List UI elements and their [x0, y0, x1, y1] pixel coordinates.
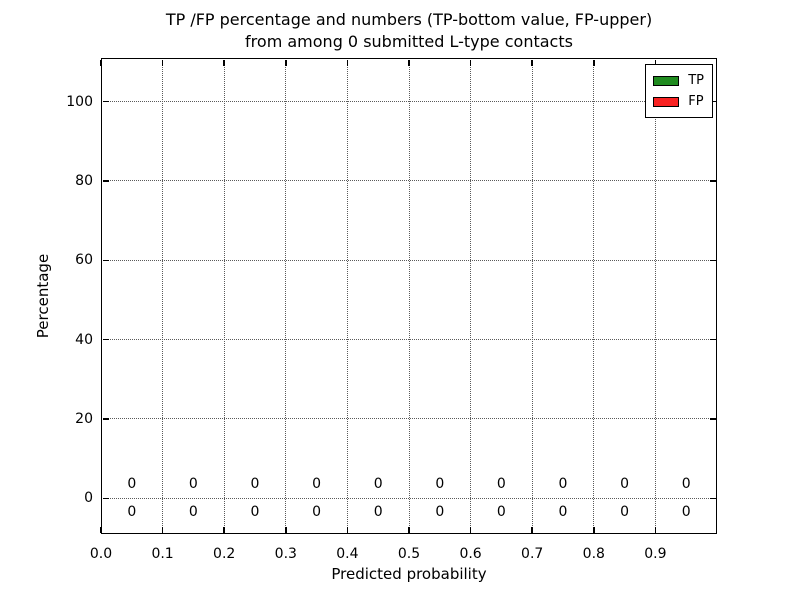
- y-tick-label: 20: [75, 410, 93, 427]
- y-tick-right: [709, 497, 716, 500]
- x-gridline: [223, 60, 225, 532]
- y-gridline: [103, 418, 715, 420]
- tp-count-label: 0: [681, 504, 691, 521]
- tp-count-label: 0: [435, 504, 445, 521]
- y-gridline: [103, 180, 715, 182]
- x-tick-top: [223, 59, 225, 66]
- x-tick-label: 0.2: [213, 546, 236, 562]
- y-tick-left: [102, 180, 109, 182]
- legend: TP FP: [645, 64, 713, 118]
- tp-count-label: 0: [312, 504, 322, 521]
- y-tick-left: [102, 259, 109, 262]
- x-tick-bottom: [593, 526, 595, 533]
- x-tick-bottom: [285, 526, 287, 533]
- y-tick-left: [102, 497, 109, 500]
- x-tick-top: [100, 59, 102, 66]
- fp-count-label: 0: [681, 476, 691, 493]
- fp-count-label: 0: [558, 476, 568, 493]
- x-tick-top: [469, 59, 472, 66]
- x-gridline: [285, 60, 287, 532]
- y-tick-label: 0: [84, 490, 93, 507]
- x-tick-bottom: [469, 526, 472, 533]
- x-gridline: [593, 60, 595, 532]
- y-gridline: [103, 101, 715, 103]
- y-tick-label: 80: [75, 172, 93, 189]
- x-tick-top: [161, 59, 164, 66]
- y-tick-label: 100: [66, 93, 93, 110]
- x-tick-label: 0.0: [89, 546, 113, 562]
- x-tick-bottom: [161, 526, 164, 533]
- fp-count-label: 0: [250, 476, 260, 493]
- chart-title-line-2: from among 0 submitted L-type contacts: [245, 32, 573, 51]
- x-axis-label: Predicted probability: [331, 565, 487, 583]
- y-tick-left: [102, 418, 109, 420]
- x-tick-bottom: [531, 526, 533, 533]
- x-tick-top: [408, 59, 410, 66]
- y-tick-right: [709, 338, 716, 341]
- x-tick-top: [531, 59, 533, 66]
- tp-count-label: 0: [250, 504, 260, 521]
- x-tick-label: 0.7: [521, 546, 544, 562]
- y-axis-label: Percentage: [34, 253, 52, 339]
- fp-count-label: 0: [312, 476, 322, 493]
- x-gridline: [470, 60, 472, 532]
- tp-count-label: 0: [620, 504, 630, 521]
- x-tick-top: [654, 59, 657, 66]
- tp-count-label: 0: [373, 504, 383, 521]
- tp-count-label: 0: [558, 504, 568, 521]
- x-tick-bottom: [408, 526, 410, 533]
- x-tick-top: [593, 59, 595, 66]
- legend-entry-fp: FP: [653, 91, 704, 112]
- y-tick-left: [102, 338, 109, 341]
- y-tick-right: [709, 418, 716, 420]
- x-tick-label: 0.8: [582, 546, 605, 562]
- y-tick-right: [709, 259, 716, 262]
- tp-count-label: 0: [496, 504, 506, 521]
- x-gridline: [346, 60, 348, 532]
- tp-count-label: 0: [127, 504, 137, 521]
- chart-title: TP /FP percentage and numbers (TP-bottom…: [101, 9, 717, 53]
- x-gridline: [408, 60, 410, 532]
- x-gridline: [162, 60, 164, 532]
- fp-legend-label: FP: [688, 94, 704, 109]
- y-tick-label: 60: [75, 252, 93, 269]
- y-gridline: [103, 339, 715, 341]
- fp-count-label: 0: [188, 476, 198, 493]
- x-tick-bottom: [223, 526, 225, 533]
- x-tick-top: [285, 59, 287, 66]
- tp-legend-label: TP: [688, 73, 704, 88]
- fp-count-label: 0: [127, 476, 137, 493]
- chart-title-line-1: TP /FP percentage and numbers (TP-bottom…: [165, 10, 653, 29]
- tp-legend-swatch: [653, 75, 680, 86]
- fp-count-label: 0: [496, 476, 506, 493]
- fp-legend-swatch: [653, 96, 680, 107]
- y-gridline: [103, 497, 715, 499]
- x-tick-label: 0.1: [151, 546, 174, 562]
- x-tick-label: 0.5: [397, 546, 421, 562]
- y-gridline: [103, 259, 715, 261]
- x-gridline: [654, 60, 656, 532]
- x-tick-label: 0.6: [459, 546, 482, 562]
- x-tick-label: 0.4: [336, 546, 359, 562]
- fp-count-label: 0: [373, 476, 383, 493]
- x-gridline: [531, 60, 533, 532]
- x-tick-bottom: [346, 526, 349, 533]
- x-tick-label: 0.3: [274, 546, 297, 562]
- fp-count-label: 0: [435, 476, 445, 493]
- x-tick-label: 0.9: [644, 546, 667, 562]
- x-tick-top: [346, 59, 349, 66]
- tp-count-label: 0: [188, 504, 198, 521]
- y-tick-right: [709, 180, 716, 182]
- fp-count-label: 0: [620, 476, 630, 493]
- x-tick-bottom: [654, 526, 657, 533]
- legend-entry-tp: TP: [653, 70, 704, 91]
- x-tick-bottom: [100, 526, 102, 533]
- y-tick-label: 40: [75, 331, 93, 348]
- y-tick-left: [102, 100, 109, 103]
